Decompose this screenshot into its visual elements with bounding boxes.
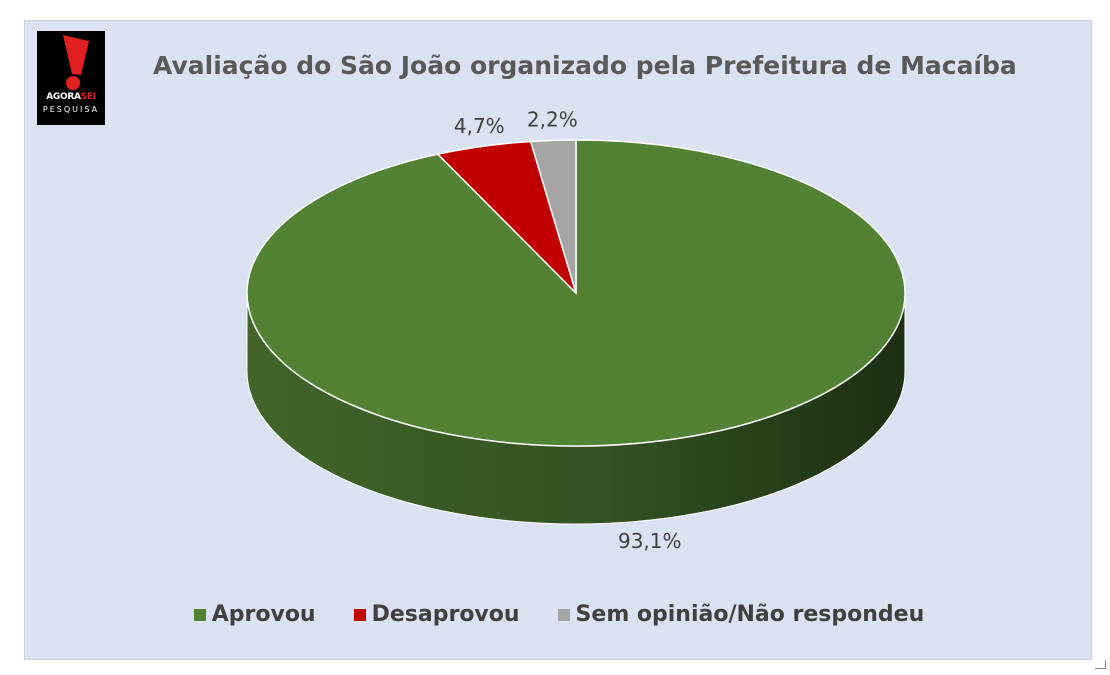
legend-label-0: Aprovou — [211, 602, 316, 627]
logo-text: AGORASEI — [37, 92, 105, 102]
logo-text-sei: SEI — [80, 92, 96, 102]
resize-handle — [1095, 660, 1106, 669]
pie-slice-2 — [529, 139, 577, 294]
exclamation-icon — [63, 35, 89, 90]
pie-chart: 93,1% 4,7% 2,2% — [246, 107, 906, 553]
chart-title: Avaliação do São João organizado pela Pr… — [153, 51, 1017, 80]
chart-area: AGORASEI PESQUISA Avaliação do São João … — [24, 20, 1092, 660]
legend-swatch-0 — [193, 608, 206, 621]
data-label-2: 2,2% — [527, 107, 578, 131]
legend-item-2: Sem opinião/Não respondeu — [557, 602, 925, 627]
legend: Aprovou Desaprovou Sem opinião/Não respond… — [25, 602, 1093, 627]
legend-label-2: Sem opinião/Não respondeu — [575, 602, 925, 627]
legend-item-0: Aprovou — [193, 602, 316, 627]
logo-subtext: PESQUISA — [42, 105, 100, 114]
legend-item-1: Desaprovou — [353, 602, 520, 627]
legend-label-1: Desaprovou — [371, 602, 520, 627]
logo-text-agora: AGORA — [46, 92, 81, 102]
agorasei-logo: AGORASEI PESQUISA — [37, 31, 105, 125]
legend-swatch-1 — [353, 608, 366, 621]
legend-swatch-2 — [557, 608, 570, 621]
data-label-1: 4,7% — [454, 114, 505, 138]
data-label-0: 93,1% — [618, 529, 682, 553]
